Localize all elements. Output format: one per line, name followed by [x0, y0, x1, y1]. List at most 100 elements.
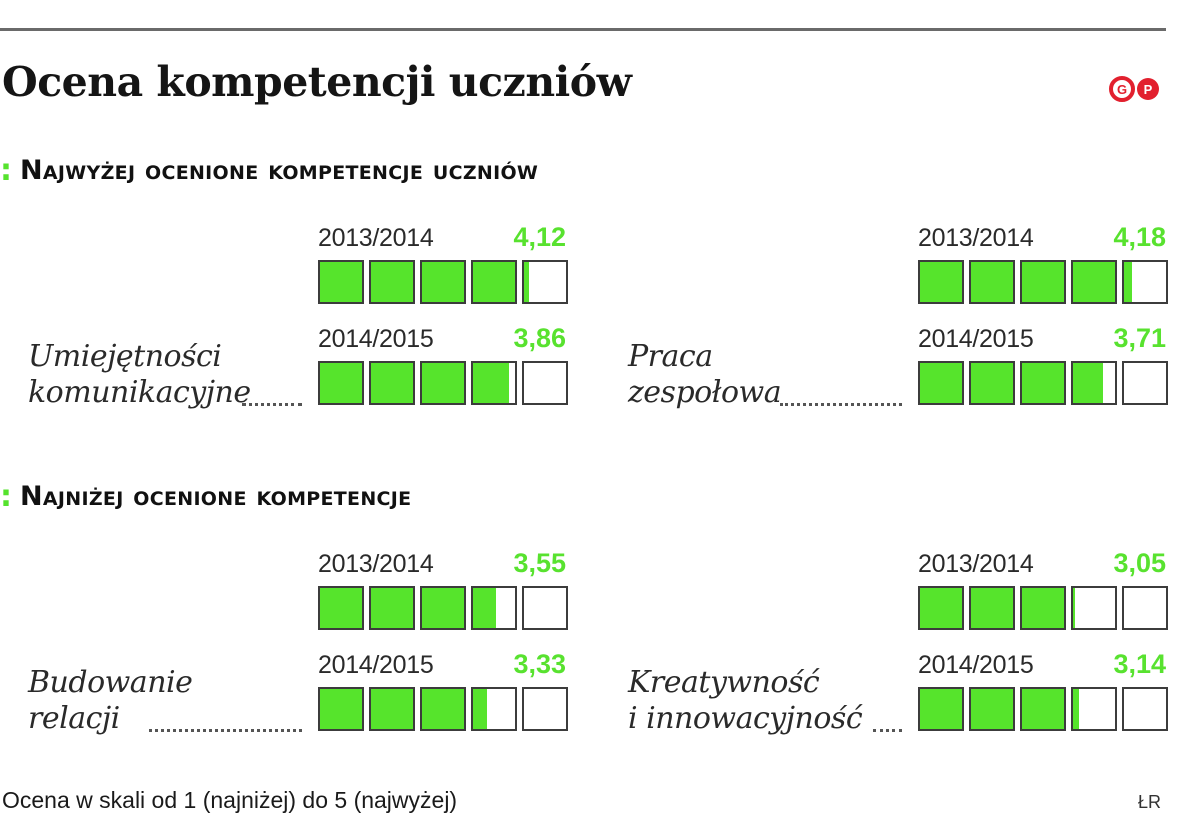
rating-box [522, 260, 568, 304]
rating-fill [920, 588, 962, 628]
rating-box [969, 361, 1015, 405]
rating-fill [371, 262, 413, 302]
rating-fill [473, 262, 515, 302]
rating-fill [1022, 262, 1064, 302]
year-label: 2013/2014 [918, 224, 1034, 252]
rating-box [1122, 687, 1168, 731]
section-marker-icon: : [0, 152, 12, 188]
rating-box [471, 586, 517, 630]
section-heading-text: Najwyżej ocenione kompetencje uczniów [20, 154, 539, 186]
value-label: 4,18 [1113, 222, 1166, 252]
rating-fill [1124, 262, 1132, 302]
category-label-line: Kreatywność [628, 665, 820, 700]
rating-fill [920, 262, 962, 302]
rating-box [969, 687, 1015, 731]
rating-box [1071, 687, 1117, 731]
footnote: Ocena w skali od 1 (najniżej) do 5 (najw… [2, 787, 458, 813]
rating-box [1020, 260, 1066, 304]
value-label: 3,86 [513, 323, 566, 353]
leader-dots [241, 403, 302, 406]
category-label: Praca zespołowa [628, 339, 782, 411]
rating-fill [320, 588, 362, 628]
rating-box [918, 586, 964, 630]
rating-box [1122, 260, 1168, 304]
category-label-line: relacji [28, 701, 120, 736]
year-label: 2013/2014 [318, 224, 434, 252]
category-label-line: Budowanie [28, 665, 193, 700]
rating-fill [971, 588, 1013, 628]
rating-box [318, 687, 364, 731]
rating-bar [918, 687, 1168, 731]
rating-fill [1073, 363, 1103, 403]
year-label: 2013/2014 [918, 550, 1034, 578]
rating-box [918, 687, 964, 731]
rating-bar [318, 586, 568, 630]
leader-dots [779, 403, 902, 406]
rating-box [318, 260, 364, 304]
rating-box [369, 687, 415, 731]
category-label: Budowanie relacji [28, 665, 193, 737]
rating-box [918, 260, 964, 304]
rating-box [420, 260, 466, 304]
rating-fill [971, 689, 1013, 729]
rating-fill [971, 363, 1013, 403]
rating-fill [371, 689, 413, 729]
rating-fill [1022, 588, 1064, 628]
rating-fill [1073, 262, 1115, 302]
rating-box [1122, 361, 1168, 405]
year-label: 2014/2015 [318, 325, 434, 353]
rating-box [969, 260, 1015, 304]
section-heading-top: : Najwyżej ocenione kompetencje uczniów [0, 150, 538, 190]
category-label-line: i innowacyjność [628, 701, 863, 736]
rating-box [522, 687, 568, 731]
value-label: 4,12 [513, 222, 566, 252]
rating-box [1071, 586, 1117, 630]
rating-fill [320, 363, 362, 403]
rating-box [1071, 361, 1117, 405]
year-label: 2014/2015 [918, 651, 1034, 679]
rating-box [1020, 361, 1066, 405]
rating-fill [422, 689, 464, 729]
category-label-line: Umiejętności [28, 339, 222, 374]
value-label: 3,05 [1113, 548, 1166, 578]
rating-fill [1022, 363, 1064, 403]
rating-box [420, 687, 466, 731]
rating-fill [524, 262, 530, 302]
value-label: 3,71 [1113, 323, 1166, 353]
rating-box [1071, 260, 1117, 304]
rating-fill [320, 262, 362, 302]
rating-box [522, 586, 568, 630]
rating-box [471, 361, 517, 405]
rating-box [471, 260, 517, 304]
value-label: 3,55 [513, 548, 566, 578]
rating-bar [318, 260, 568, 304]
rating-box [420, 586, 466, 630]
leader-dots [148, 729, 302, 732]
chart-title: Ocena kompetencji uczniów [2, 58, 632, 106]
svg-text:P: P [1144, 82, 1153, 97]
value-label: 3,33 [513, 649, 566, 679]
rating-box [369, 361, 415, 405]
rating-bar [318, 361, 568, 405]
rating-fill [320, 689, 362, 729]
category-label-line: zespołowa [628, 375, 782, 410]
rating-fill [971, 262, 1013, 302]
rating-box [1122, 586, 1168, 630]
leader-dots [872, 729, 902, 732]
rating-box [369, 586, 415, 630]
rating-bar [918, 260, 1168, 304]
rating-box [369, 260, 415, 304]
year-label: 2013/2014 [318, 550, 434, 578]
credit: ŁR [1138, 792, 1162, 812]
rating-box [471, 687, 517, 731]
rating-fill [920, 689, 962, 729]
section-heading-text: Najniżej ocenione kompetencje [20, 480, 412, 512]
section-marker-icon: : [0, 478, 12, 514]
top-rule [0, 28, 1166, 31]
rating-fill [473, 588, 497, 628]
rating-box [1020, 586, 1066, 630]
rating-box [318, 361, 364, 405]
rating-box [318, 586, 364, 630]
publisher-logo-icon: P G [1109, 76, 1159, 102]
rating-bar [918, 361, 1168, 405]
